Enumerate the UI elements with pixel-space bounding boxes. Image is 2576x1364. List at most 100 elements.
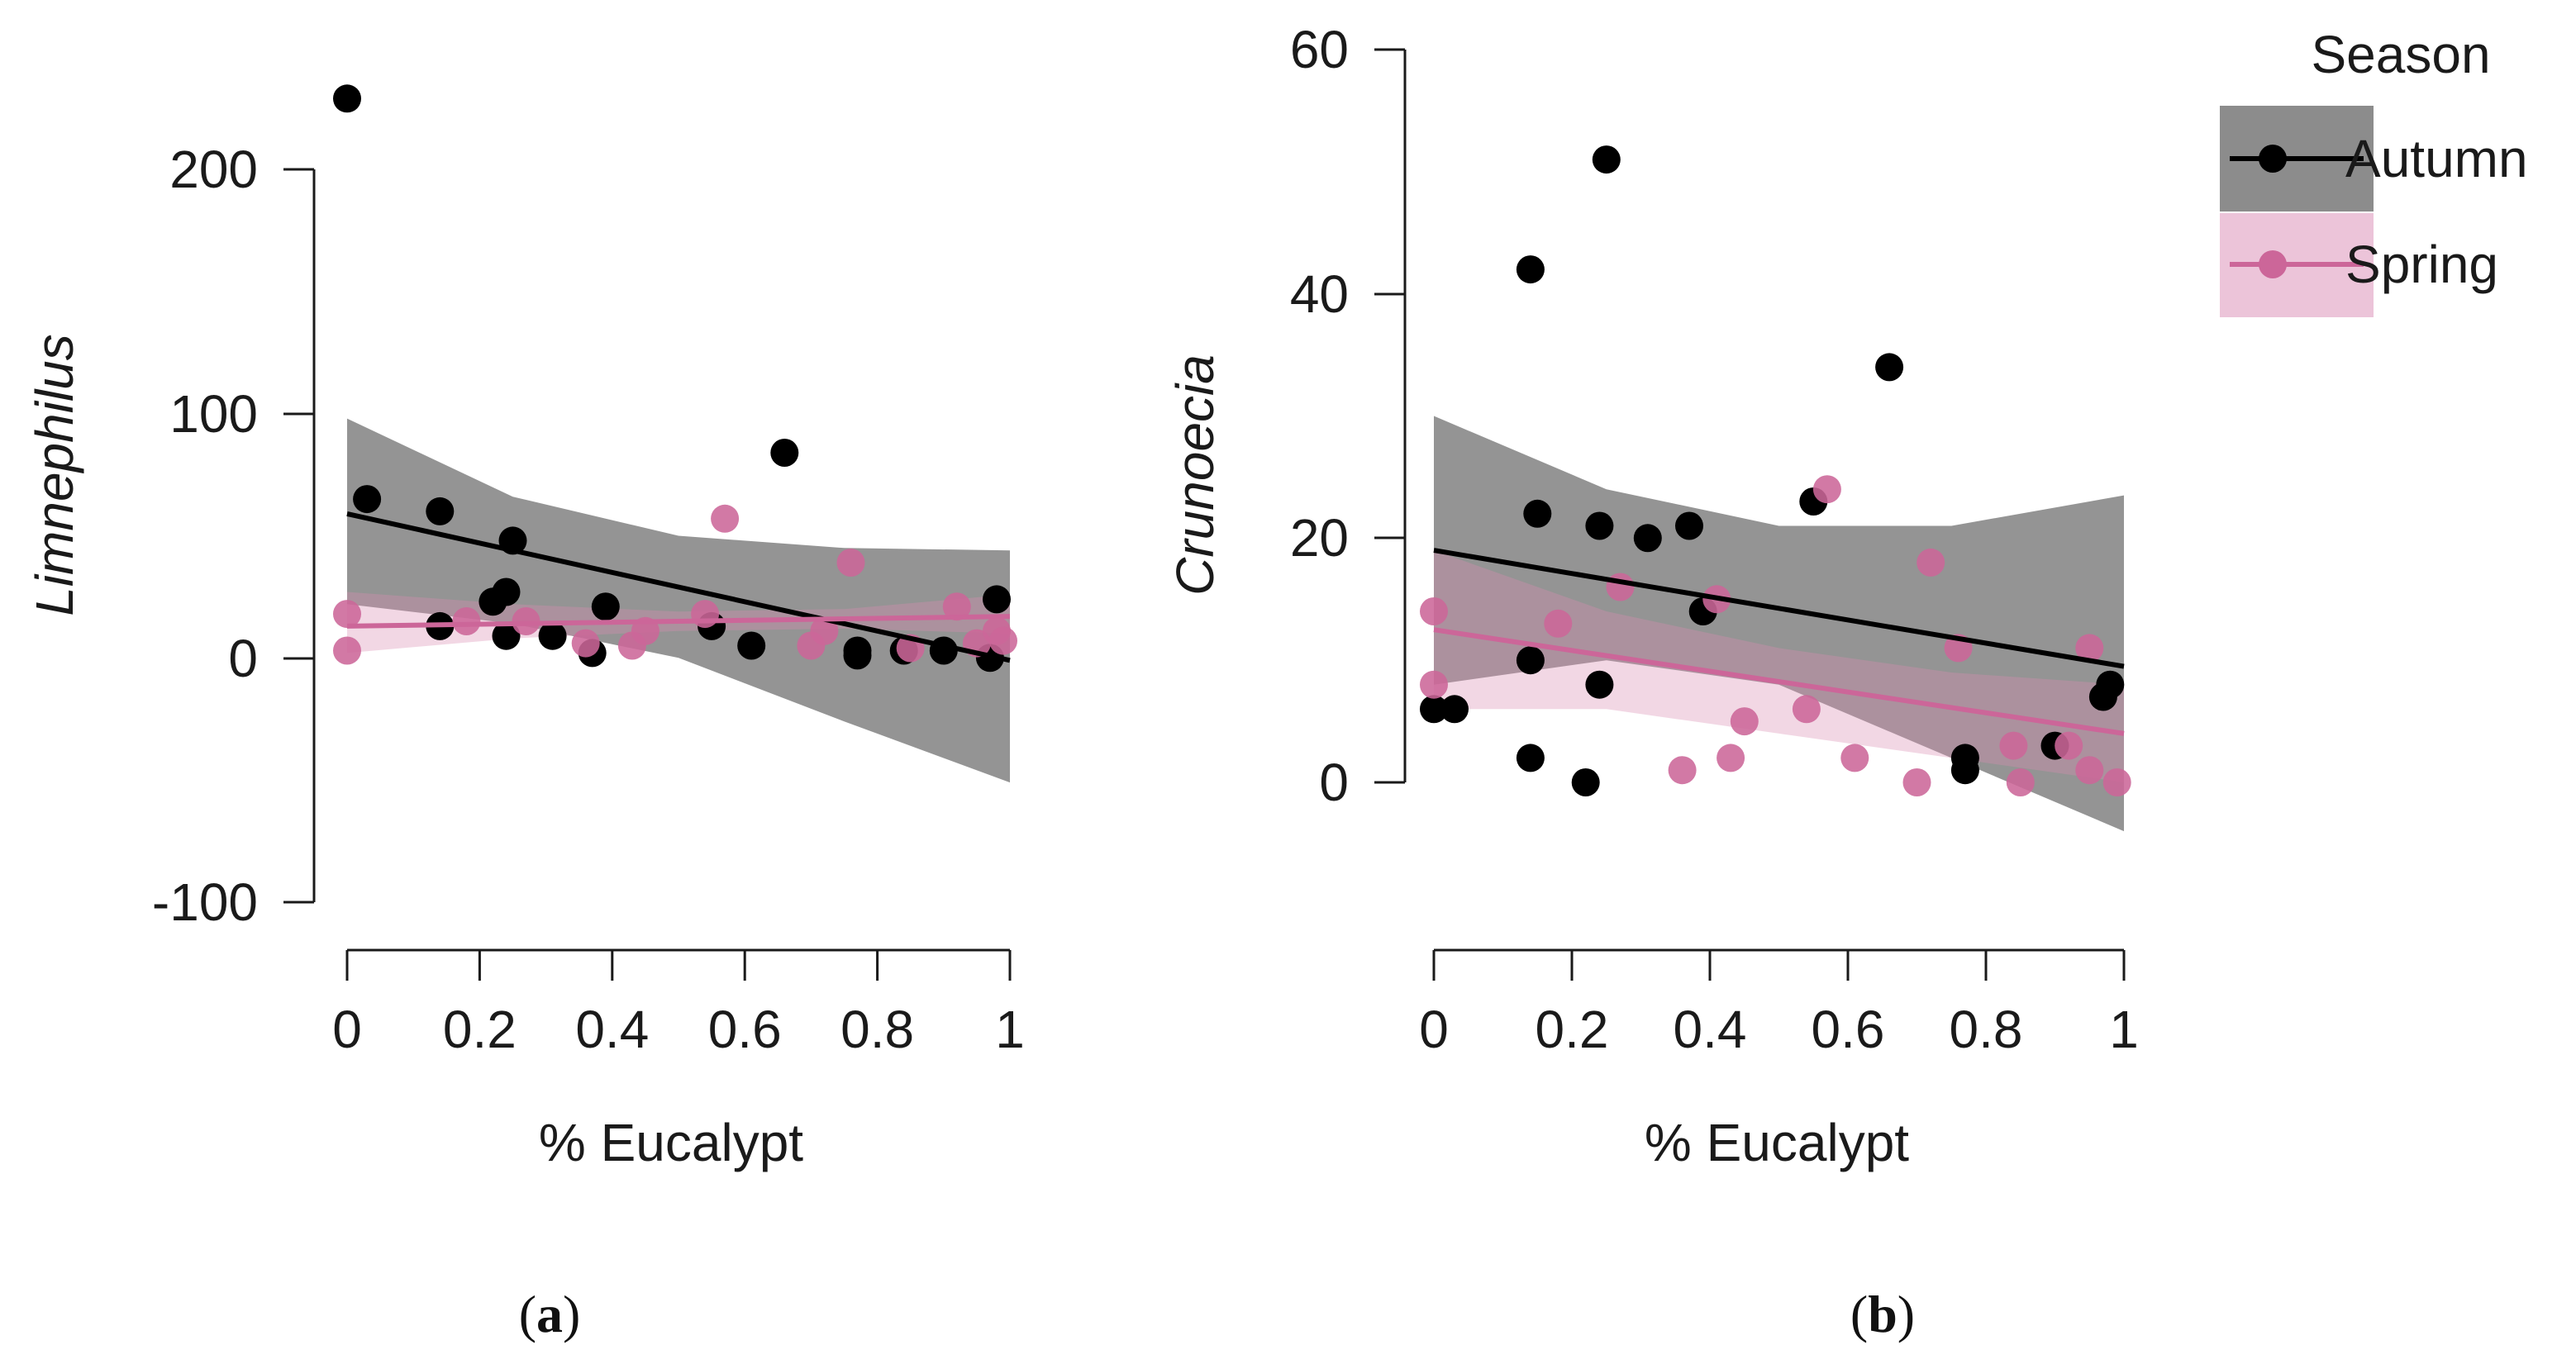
panel-b-autumn-point bbox=[1585, 511, 1614, 540]
panel-a-x-tick-label: 1 bbox=[995, 1000, 1025, 1059]
panel-a-spring-point bbox=[333, 636, 361, 665]
panel-b-autumn-point bbox=[1875, 353, 1904, 382]
panel-b-autumn-point bbox=[1420, 695, 1448, 724]
panel-a: 200 100 0 -100 0 0.2 0.4 0.6 0.8 1 % Euc… bbox=[25, 84, 1025, 1343]
panel-b-autumn-point bbox=[1675, 511, 1703, 540]
panel-b-spring-point bbox=[1792, 695, 1821, 724]
panel-b-spring-point bbox=[1999, 731, 2028, 760]
panel-b-y-tick-label: 40 bbox=[1290, 264, 1349, 324]
panel-a-autumn-point bbox=[591, 592, 620, 621]
panel-a-autumn-point bbox=[353, 485, 382, 514]
panel-a-label: (a) bbox=[519, 1285, 581, 1343]
panel-a-spring-point bbox=[711, 504, 740, 533]
panel-a-y-tick-label: -100 bbox=[152, 872, 258, 932]
panel-a-x-tick-label: 0.4 bbox=[575, 1000, 649, 1059]
panel-b-x-tick-label: 0 bbox=[1419, 1000, 1449, 1059]
panel-b-x-tick-label: 1 bbox=[2109, 1000, 2139, 1059]
panel-b-spring-point bbox=[1668, 756, 1697, 785]
panel-b-x-tick-label: 0.2 bbox=[1536, 1000, 1609, 1059]
panel-a-y-axis-title: Limnephilus bbox=[25, 334, 84, 616]
panel-b-autumn-point bbox=[1516, 255, 1545, 284]
panel-a-autumn-point bbox=[983, 585, 1011, 614]
panel-b-autumn-fit-line bbox=[1433, 548, 2125, 669]
panel-a-autumn-ci-band bbox=[347, 418, 1010, 783]
panel-b-label-open: ( bbox=[1850, 1285, 1868, 1343]
panel-b-spring-ci-band bbox=[1434, 550, 2124, 782]
panel-a-spring-point bbox=[942, 592, 971, 621]
panel-b-plot bbox=[1420, 145, 2131, 832]
panel-b-y-tick-label: 60 bbox=[1290, 20, 1349, 79]
legend-autumn-marker bbox=[2259, 145, 2287, 173]
panel-a-x-tick-label: 0 bbox=[332, 1000, 362, 1059]
panel-b-y-tick-label: 20 bbox=[1290, 508, 1349, 568]
panel-b-spring-point bbox=[1902, 768, 1931, 796]
panel-a-autumn-point bbox=[843, 641, 872, 670]
panel-b: 60 40 20 0 0 0.2 0.4 0.6 0.8 1 % Eucalyp… bbox=[1165, 20, 2139, 1343]
panel-b-autumn-point bbox=[2096, 670, 2125, 699]
panel-b-autumn-point bbox=[1440, 695, 1469, 724]
panel-a-spring-point bbox=[571, 629, 600, 658]
panel-a-plot bbox=[333, 84, 1017, 783]
panel-b-autumn-point bbox=[1516, 744, 1545, 772]
panel-a-x-tick-label: 0.8 bbox=[840, 1000, 914, 1059]
panel-b-label-close: ) bbox=[1897, 1285, 1915, 1343]
panel-a-label-open: ( bbox=[519, 1285, 536, 1343]
panel-b-spring-point bbox=[2075, 756, 2104, 785]
panel-a-spring-point bbox=[452, 607, 481, 635]
panel-b-autumn-point bbox=[1950, 756, 1979, 785]
panel-a-autumn-point bbox=[770, 439, 799, 467]
panel-b-spring-point bbox=[2075, 634, 2104, 663]
panel-a-spring-point bbox=[989, 626, 1017, 655]
panel-b-spring-point bbox=[2006, 768, 2035, 796]
panel-b-autumn-point bbox=[1571, 768, 1600, 796]
panel-a-autumn-fit-line bbox=[346, 511, 1011, 663]
panel-b-y-tick-label: 0 bbox=[1319, 753, 1349, 812]
panel-b-spring-point bbox=[1544, 609, 1573, 638]
panel-a-autumn-point bbox=[929, 636, 958, 665]
panel-b-x-tick-label: 0.6 bbox=[1812, 1000, 1885, 1059]
panel-a-spring-point bbox=[333, 600, 361, 629]
panel-b-x-axis-title: % Eucalypt bbox=[1645, 1113, 1909, 1172]
panel-a-autumn-point bbox=[538, 621, 567, 650]
panel-a-autumn-point bbox=[737, 631, 766, 660]
panel-a-autumn-point bbox=[426, 497, 455, 525]
panel-b-y-axis-title: Crunoecia bbox=[1165, 354, 1225, 596]
panel-b-spring-point bbox=[1606, 573, 1635, 601]
panel-b-autumn-point bbox=[1585, 670, 1614, 699]
panel-a-x-tick-label: 0.2 bbox=[443, 1000, 517, 1059]
panel-b-autumn-point bbox=[1592, 145, 1621, 174]
legend: Season Autumn Spring bbox=[2220, 25, 2528, 317]
panel-b-label-letter: b bbox=[1868, 1285, 1897, 1343]
legend-autumn-label: Autumn bbox=[2345, 129, 2528, 188]
panel-b-spring-point bbox=[2102, 768, 2131, 796]
panel-b-spring-point bbox=[1730, 707, 1759, 736]
panel-a-spring-fit-line bbox=[346, 614, 1011, 629]
panel-a-spring-point bbox=[691, 600, 720, 629]
panel-a-autumn-point bbox=[333, 84, 361, 113]
panel-b-spring-point bbox=[1717, 744, 1745, 772]
panel-b-x-tick-label: 0.4 bbox=[1674, 1000, 1747, 1059]
panel-b-spring-point bbox=[1420, 670, 1448, 699]
legend-title: Season bbox=[2311, 25, 2490, 84]
panel-b-autumn-point bbox=[1516, 646, 1545, 675]
panel-b-autumn-point bbox=[1633, 524, 1662, 553]
panel-a-y-tick-label: 200 bbox=[169, 140, 258, 199]
panel-a-y-tick-label: 100 bbox=[169, 384, 258, 444]
panel-a-autumn-point bbox=[492, 577, 521, 606]
panel-b-spring-point bbox=[1840, 744, 1869, 772]
panel-b-spring-point bbox=[1420, 597, 1448, 625]
legend-spring-marker bbox=[2259, 250, 2287, 278]
panel-b-spring-point bbox=[2055, 731, 2083, 760]
panel-b-label: (b) bbox=[1850, 1285, 1915, 1343]
panel-a-spring-point bbox=[836, 549, 865, 577]
panel-a-spring-point bbox=[810, 616, 839, 645]
panel-a-autumn-point bbox=[492, 621, 521, 650]
panel-a-label-close: ) bbox=[563, 1285, 580, 1343]
panel-b-spring-point bbox=[1812, 475, 1841, 504]
legend-spring-label: Spring bbox=[2345, 235, 2498, 294]
panel-a-label-letter: a bbox=[536, 1285, 563, 1343]
panel-b-autumn-point bbox=[1523, 499, 1552, 528]
panel-b-x-tick-label: 0.8 bbox=[1950, 1000, 2023, 1059]
panel-b-spring-fit-line bbox=[1433, 627, 2125, 736]
